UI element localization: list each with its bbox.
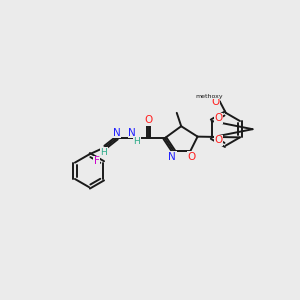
Text: F: F bbox=[94, 156, 100, 166]
Text: N: N bbox=[168, 152, 176, 162]
Text: N: N bbox=[113, 128, 121, 138]
Text: H: H bbox=[134, 137, 140, 146]
Text: N: N bbox=[128, 128, 136, 138]
Text: O: O bbox=[211, 97, 219, 106]
Text: O: O bbox=[188, 152, 196, 162]
Text: methoxy: methoxy bbox=[196, 94, 223, 99]
Text: O: O bbox=[214, 135, 222, 145]
Text: H: H bbox=[100, 148, 107, 157]
Text: O: O bbox=[214, 113, 222, 123]
Text: O: O bbox=[144, 115, 153, 125]
